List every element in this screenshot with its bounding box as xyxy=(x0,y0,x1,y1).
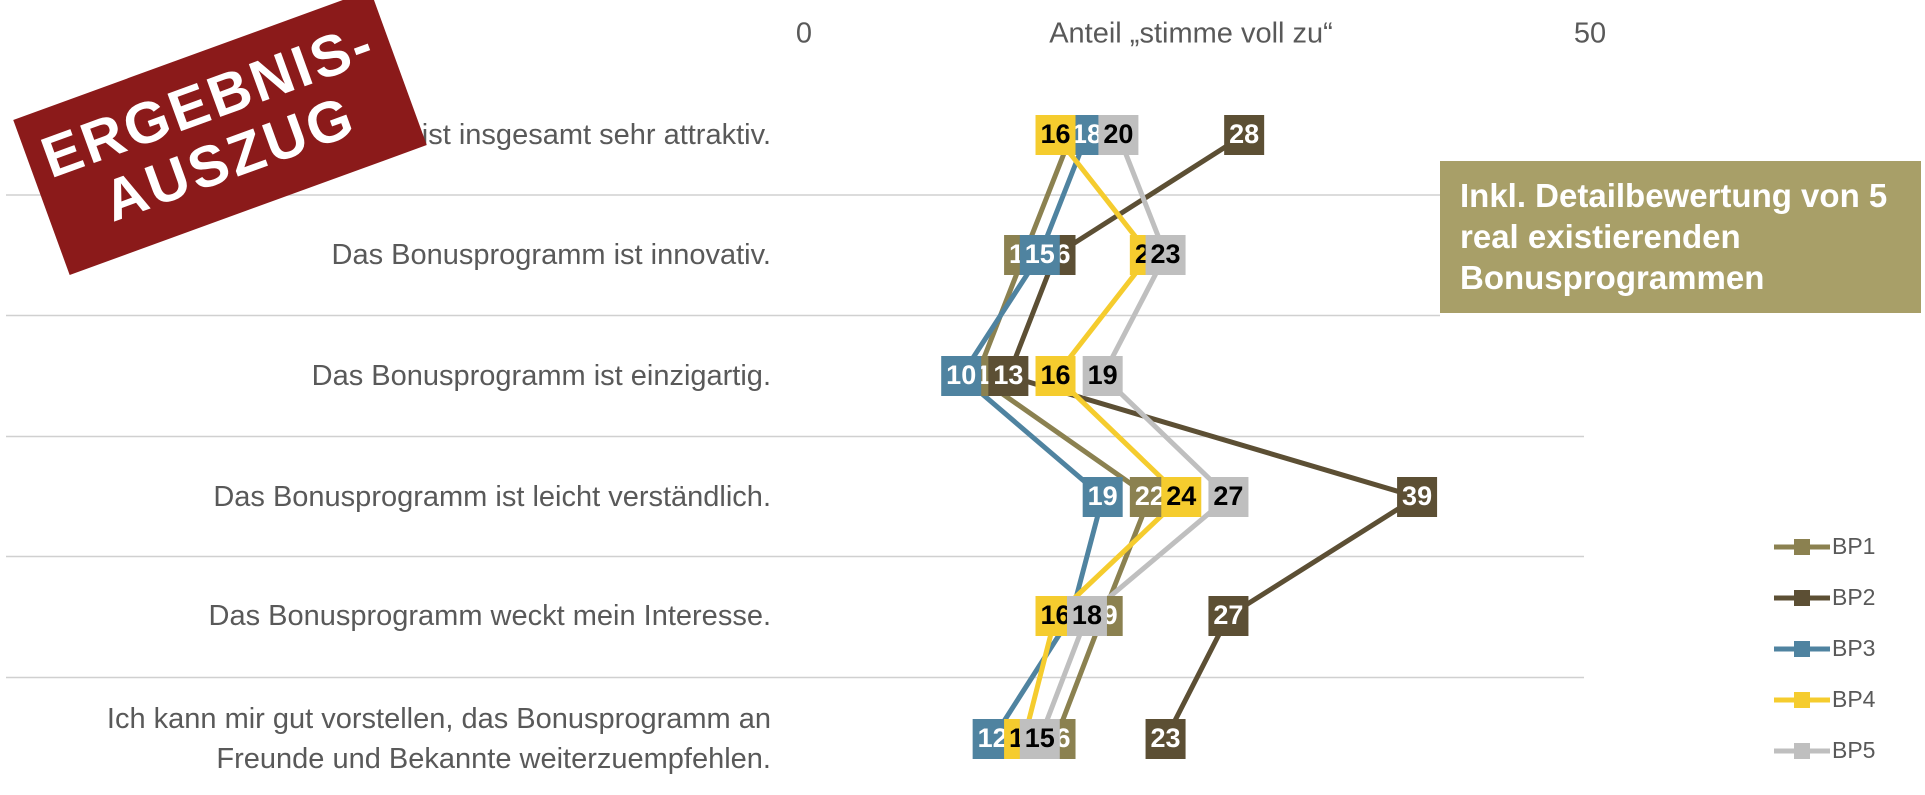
data-label: 27 xyxy=(1213,600,1243,630)
legend-label: BP3 xyxy=(1832,635,1875,661)
data-label-box xyxy=(988,356,1029,396)
data-label-box xyxy=(1035,356,1076,396)
data-label-box xyxy=(1161,477,1202,517)
data-label-box xyxy=(941,356,982,396)
data-label-box xyxy=(1019,719,1060,759)
data-label: 15 xyxy=(1025,239,1055,269)
data-label: 39 xyxy=(1402,481,1432,511)
data-label-box xyxy=(1145,235,1186,275)
category-label: Das Bonusprogramm ist leicht verständlic… xyxy=(213,481,771,513)
data-label: 19 xyxy=(1088,360,1118,390)
legend-marker xyxy=(1794,641,1810,657)
data-label-box xyxy=(1035,115,1076,155)
data-label: 28 xyxy=(1229,119,1259,149)
data-label: 10 xyxy=(946,360,976,390)
data-label: 22 xyxy=(1135,481,1165,511)
data-label: 15 xyxy=(1025,723,1055,753)
x-tick-label: 50 xyxy=(1574,18,1606,50)
data-label-box xyxy=(1208,596,1249,636)
axis-title: Anteil „stimme voll zu“ xyxy=(1049,18,1333,50)
data-label-box xyxy=(1082,356,1123,396)
legend-label: BP4 xyxy=(1832,686,1876,712)
data-label: 19 xyxy=(1088,481,1118,511)
legend-marker xyxy=(1794,539,1810,555)
data-label-box xyxy=(1208,477,1249,517)
data-label-box xyxy=(1224,115,1265,155)
data-label: 27 xyxy=(1213,481,1243,511)
data-label-box xyxy=(1397,477,1438,517)
legend-marker xyxy=(1794,743,1810,759)
legend-marker xyxy=(1794,692,1810,708)
category-label: Ich kann mir gut vorstellen, das Bonuspr… xyxy=(106,703,771,775)
data-label: 18 xyxy=(1072,119,1102,149)
data-label-box xyxy=(1019,235,1060,275)
series-line xyxy=(1005,132,1424,741)
legend-label: BP5 xyxy=(1832,737,1875,763)
data-label: 13 xyxy=(993,360,1023,390)
legend-marker xyxy=(1794,590,1810,606)
category-label: Das Bonusprogramm weckt mein Interesse. xyxy=(208,600,772,632)
data-label-box xyxy=(1082,477,1123,517)
callout: Inkl. Detailbewertung von 5 real existie… xyxy=(1440,161,1921,313)
data-label: 24 xyxy=(1166,481,1196,511)
legend-label: BP2 xyxy=(1832,584,1875,610)
data-label-box xyxy=(1066,596,1107,636)
data-label-box xyxy=(1098,115,1139,155)
category-label: Das Bonusprogramm ist einzigartig. xyxy=(311,360,771,392)
category-label: Das Bonusprogramm ist innovativ. xyxy=(331,239,771,271)
data-label: 18 xyxy=(1072,600,1102,630)
data-label: 16 xyxy=(1040,600,1070,630)
data-label: 16 xyxy=(1040,360,1070,390)
data-label: 16 xyxy=(1040,119,1070,149)
data-label-box xyxy=(1145,719,1186,759)
data-label: 20 xyxy=(1103,119,1133,149)
data-label: 23 xyxy=(1151,239,1181,269)
legend-label: BP1 xyxy=(1832,533,1875,559)
data-label: 23 xyxy=(1151,723,1181,753)
data-label: 12 xyxy=(978,723,1008,753)
x-tick-label: 0 xyxy=(796,18,812,50)
